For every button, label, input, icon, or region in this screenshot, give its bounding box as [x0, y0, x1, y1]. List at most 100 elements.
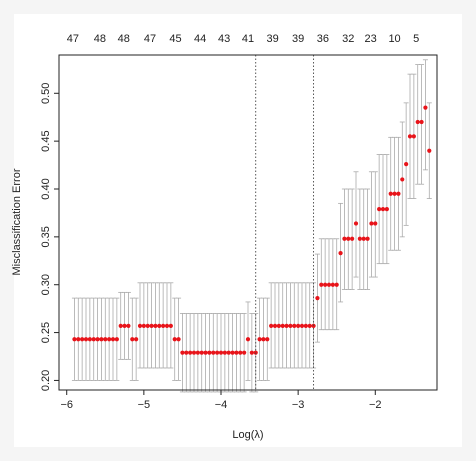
data-point — [292, 323, 297, 328]
data-point — [103, 337, 108, 342]
data-point — [76, 337, 81, 342]
data-point — [242, 350, 247, 355]
data-point — [334, 282, 339, 287]
data-point — [199, 350, 204, 355]
data-point — [234, 350, 239, 355]
data-point — [361, 236, 366, 241]
data-point — [157, 323, 162, 328]
top-axis-label: 48 — [94, 33, 106, 45]
data-point — [180, 350, 185, 355]
data-point — [342, 236, 347, 241]
top-axis-label: 47 — [144, 33, 156, 45]
y-axis: 0.20 0.25 0.30 0.35 0.40 0.45 0.50 — [40, 83, 59, 391]
data-point — [296, 323, 301, 328]
data-point — [118, 323, 123, 328]
data-point — [299, 323, 305, 328]
data-point — [346, 236, 351, 241]
data-point — [114, 337, 119, 342]
y-axis-label: Misclassification Error — [11, 168, 23, 275]
data-point — [137, 323, 143, 328]
data-point — [392, 191, 397, 196]
data-point — [307, 323, 312, 328]
top-axis-label: 43 — [218, 33, 230, 45]
x-tick-label: −5 — [138, 399, 151, 411]
data-point — [303, 323, 308, 328]
data-point — [377, 207, 382, 212]
top-axis-label: 41 — [242, 33, 254, 45]
data-point — [141, 323, 146, 328]
data-point — [326, 282, 332, 287]
data-point — [130, 337, 135, 342]
data-point — [427, 148, 432, 153]
data-point — [373, 221, 378, 226]
data-point — [353, 221, 359, 226]
data-point — [369, 221, 374, 226]
data-point — [184, 350, 189, 355]
data-point — [411, 134, 416, 139]
data-point — [319, 282, 324, 287]
data-point — [284, 323, 289, 328]
data-point — [396, 191, 401, 196]
data-point — [249, 350, 254, 355]
data-point — [423, 105, 428, 110]
data-point — [149, 323, 154, 328]
data-point — [164, 323, 170, 328]
data-point — [91, 337, 96, 342]
data-point — [126, 323, 131, 328]
top-axis-label: 32 — [342, 33, 354, 45]
data-point — [380, 207, 386, 212]
y-tick-label: 0.20 — [40, 370, 52, 391]
top-axis-label: 47 — [67, 33, 79, 45]
data-point — [388, 191, 393, 196]
data-point — [99, 337, 104, 342]
data-point — [419, 119, 424, 125]
data-point — [176, 337, 181, 342]
data-point — [330, 282, 335, 287]
data-point — [222, 350, 227, 355]
x-tick-label: −6 — [60, 399, 73, 411]
data-point — [315, 296, 320, 301]
data-point — [195, 350, 200, 355]
data-point — [207, 350, 212, 355]
data-point — [226, 350, 231, 355]
y-tick-label: 0.25 — [40, 322, 52, 343]
data-point — [400, 177, 405, 182]
data-point — [72, 337, 77, 342]
data-point — [107, 337, 112, 342]
data-point — [365, 236, 370, 241]
data-point — [384, 207, 389, 212]
y-tick-label: 0.35 — [40, 226, 52, 247]
data-point — [122, 323, 127, 328]
data-point — [407, 134, 413, 139]
data-point — [218, 350, 224, 355]
data-point — [80, 337, 85, 342]
data-point — [261, 337, 266, 342]
top-axis-label: 23 — [365, 33, 377, 45]
data-point — [87, 337, 92, 342]
data-point — [168, 323, 173, 328]
data-point — [323, 282, 328, 287]
data-point — [350, 236, 355, 241]
top-axis-label: 5 — [413, 33, 419, 45]
data-point — [83, 337, 89, 342]
data-points-group — [72, 105, 432, 355]
data-point — [215, 350, 220, 355]
top-axis-label: 39 — [292, 33, 304, 45]
top-axis-label: 44 — [194, 33, 206, 45]
x-tick-label: −3 — [292, 399, 305, 411]
data-point — [288, 323, 293, 328]
y-tick-label: 0.50 — [40, 83, 52, 104]
data-point — [404, 162, 409, 167]
data-point — [188, 350, 193, 355]
top-axis-label: 39 — [267, 33, 279, 45]
plot-panel — [14, 14, 462, 447]
data-point — [95, 337, 100, 342]
data-point — [269, 323, 274, 328]
data-point — [134, 337, 139, 342]
x-tick-label: −2 — [369, 399, 382, 411]
top-axis-label: 48 — [118, 33, 130, 45]
top-axis-label: 10 — [388, 33, 400, 45]
data-point — [191, 350, 197, 355]
